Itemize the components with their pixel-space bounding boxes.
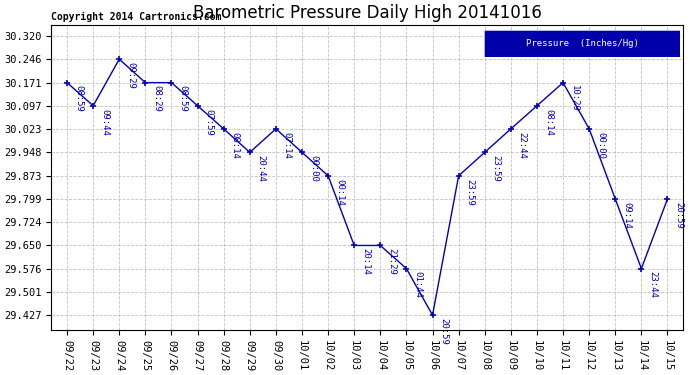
- Text: 08:59: 08:59: [179, 86, 188, 112]
- Text: 09:14: 09:14: [622, 202, 631, 228]
- Text: 08:59: 08:59: [74, 86, 83, 112]
- Text: 23:59: 23:59: [466, 178, 475, 206]
- Text: Copyright 2014 Cartronics.com: Copyright 2014 Cartronics.com: [51, 12, 221, 22]
- Text: 08:29: 08:29: [152, 86, 161, 112]
- Title: Barometric Pressure Daily High 20141016: Barometric Pressure Daily High 20141016: [193, 4, 542, 22]
- Text: 09:29: 09:29: [126, 62, 135, 89]
- Text: 20:59: 20:59: [440, 318, 449, 345]
- Text: 00:14: 00:14: [335, 178, 344, 206]
- Text: 01:44: 01:44: [413, 272, 422, 298]
- Text: 22:44: 22:44: [518, 132, 526, 159]
- Text: 20:59: 20:59: [674, 202, 683, 228]
- Text: 21:29: 21:29: [387, 248, 396, 275]
- Text: 00:00: 00:00: [309, 155, 318, 182]
- Text: 08:14: 08:14: [544, 108, 553, 135]
- Text: 08:14: 08:14: [230, 132, 239, 159]
- Text: 00:00: 00:00: [596, 132, 605, 159]
- Text: 09:44: 09:44: [100, 108, 109, 135]
- Text: 23:59: 23:59: [492, 155, 501, 182]
- Text: 23:44: 23:44: [649, 272, 658, 298]
- Text: 07:14: 07:14: [283, 132, 292, 159]
- Text: 10:29: 10:29: [570, 86, 579, 112]
- Text: 20:14: 20:14: [361, 248, 370, 275]
- Text: 07:59: 07:59: [204, 108, 213, 135]
- Text: 20:44: 20:44: [257, 155, 266, 182]
